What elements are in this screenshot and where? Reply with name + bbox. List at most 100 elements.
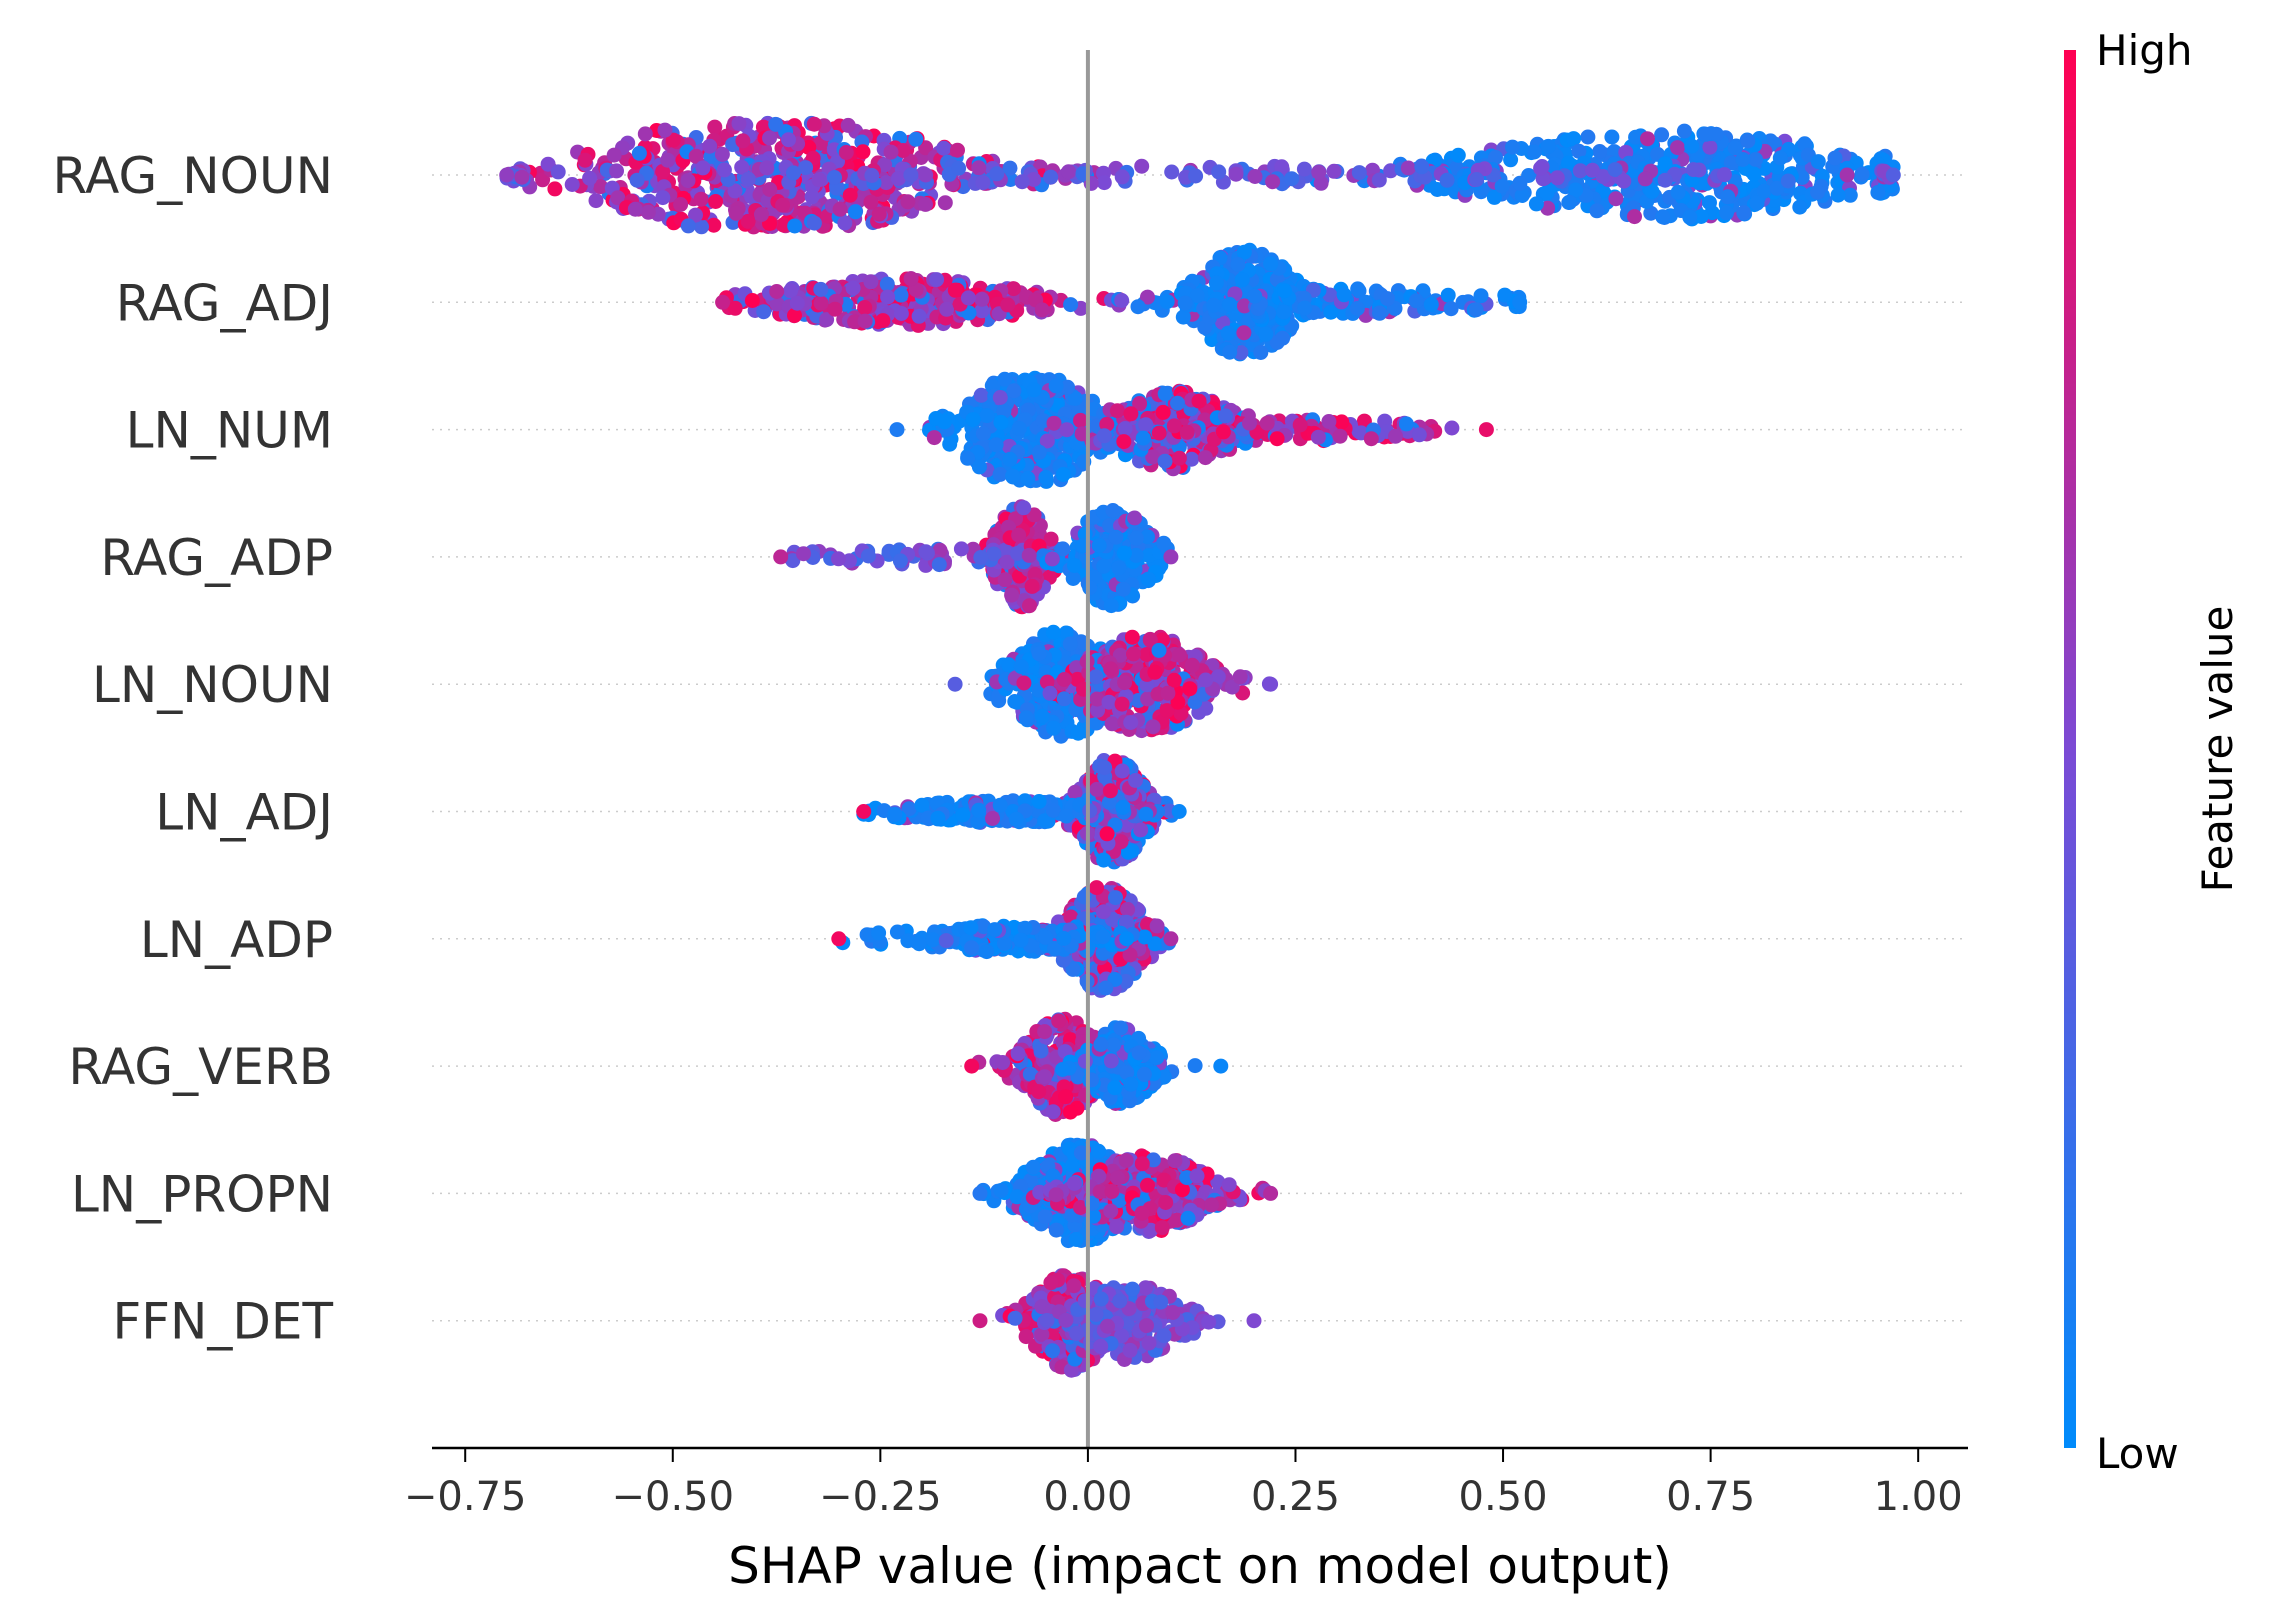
shap-point [903, 271, 919, 287]
shap-point [1218, 408, 1233, 424]
shap-point [1512, 175, 1528, 191]
shap-point [1380, 291, 1395, 307]
shap-point [1002, 160, 1018, 176]
shap-point [856, 804, 872, 819]
feature-label: LN_ADP [140, 911, 333, 969]
shap-point [918, 167, 934, 183]
shap-point [1572, 163, 1588, 179]
shap-point [1102, 783, 1118, 799]
shap-point [1114, 169, 1130, 185]
shap-point [973, 387, 989, 403]
shap-point [1693, 209, 1709, 224]
shap-point [925, 932, 941, 948]
feature-label: LN_NUM [126, 402, 333, 460]
shap-point [787, 218, 803, 234]
shap-point [1443, 301, 1459, 317]
shap-point [609, 163, 624, 179]
shap-point [1016, 675, 1032, 691]
shap-point [939, 301, 955, 317]
shap-point [1736, 205, 1752, 221]
shap-point [1746, 166, 1762, 182]
shap-point [1048, 378, 1064, 394]
shap-point [965, 412, 981, 428]
shap-point [942, 436, 958, 452]
shap-point [1277, 283, 1292, 299]
shap-point [1001, 657, 1017, 673]
shap-point [1061, 164, 1077, 180]
shap-point [1206, 297, 1222, 313]
shap-point [1120, 901, 1136, 917]
shap-point [1011, 527, 1027, 543]
shap-point [1608, 191, 1624, 207]
shap-point [786, 165, 801, 181]
shap-point [1191, 393, 1207, 409]
shap-point [887, 806, 903, 822]
shap-point [1151, 425, 1167, 441]
shap-point [1719, 205, 1734, 221]
shap-point [951, 160, 967, 176]
shap-point [1749, 195, 1765, 211]
shap-point [1494, 178, 1510, 194]
shap-point [1211, 164, 1227, 180]
shap-point [1031, 646, 1047, 662]
shap-point [1414, 159, 1430, 175]
shap-point [1637, 171, 1653, 187]
shap-point [1363, 431, 1379, 447]
shap-point [1151, 642, 1167, 658]
shap-point [975, 175, 991, 191]
shap-point [963, 920, 979, 936]
shap-point [1197, 450, 1213, 466]
shap-point [974, 303, 990, 319]
shap-point [1263, 676, 1279, 692]
shap-point [708, 194, 724, 209]
shap-point [1182, 681, 1198, 697]
shap-point [1060, 379, 1076, 395]
data-points [499, 115, 1901, 1378]
shap-point [1297, 300, 1313, 316]
shap-point [714, 146, 730, 162]
shap-point [1098, 980, 1114, 996]
shap-point [775, 197, 791, 213]
shap-point [1156, 535, 1172, 551]
shap-point [547, 181, 563, 197]
shap-point [937, 414, 952, 430]
shap-point [1232, 669, 1248, 685]
shap-point [1031, 794, 1047, 809]
shap-point [911, 936, 927, 952]
shap-point [1038, 929, 1054, 945]
shap-point [1236, 244, 1252, 260]
shap-point [997, 572, 1013, 588]
shap-point [1044, 551, 1060, 567]
shap-point [1127, 510, 1143, 526]
shap-point [655, 164, 671, 179]
shap-point [1097, 760, 1113, 776]
shap-point [1780, 173, 1796, 189]
shap-point [637, 126, 653, 142]
shap-point [1145, 719, 1161, 735]
shap-point [900, 194, 916, 210]
shap-point [631, 145, 647, 161]
shap-point [577, 152, 593, 168]
shap-point [938, 933, 954, 949]
feature-rows: RAG_NOUNRAG_ADJLN_NUMRAG_ADPLN_NOUNLN_AD… [52, 147, 1968, 1351]
shap-point [1310, 429, 1326, 445]
shap-point [1540, 138, 1556, 154]
shap-point [811, 172, 827, 188]
shap-point [1371, 172, 1387, 188]
shap-point [992, 466, 1008, 482]
shap-point [960, 290, 976, 306]
shap-point [1096, 175, 1112, 191]
shap-point [1627, 209, 1642, 225]
shap-point [1258, 326, 1274, 342]
shap-point [734, 159, 750, 175]
shap-point [1657, 156, 1673, 172]
shap-point [819, 312, 835, 328]
shap-point [971, 160, 987, 176]
shap-point [1792, 199, 1808, 215]
shap-point [890, 171, 906, 186]
shap-point [1059, 422, 1075, 438]
shap-point [1042, 685, 1058, 701]
shap-point [550, 164, 566, 180]
shap-point [1321, 414, 1337, 429]
shap-point [1138, 417, 1154, 433]
